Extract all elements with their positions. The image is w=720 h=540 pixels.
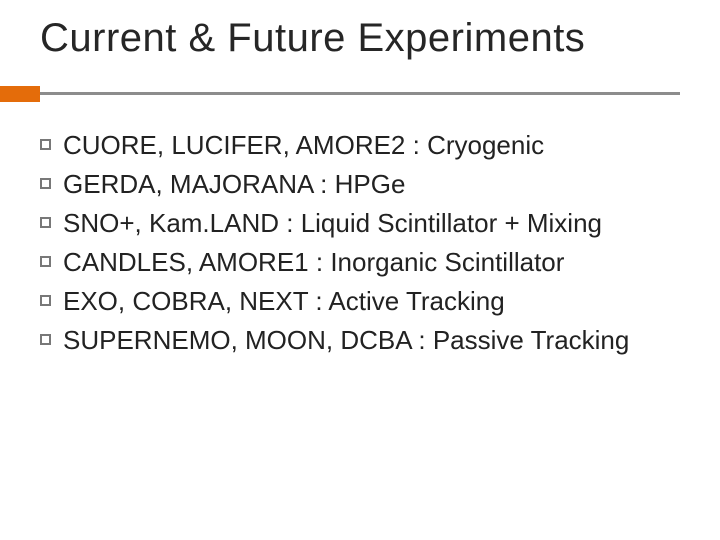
slide-title: Current & Future Experiments (40, 16, 585, 61)
bullet-icon (40, 256, 51, 267)
experiment-names: GERDA, MAJORANA (63, 169, 313, 199)
category-label: Active Tracking (328, 286, 504, 316)
bullet-text: SUPERNEMO, MOON, DCBA : Passive Tracking (63, 323, 629, 358)
list-item: CANDLES, AMORE1 : Inorganic Scintillator (40, 245, 680, 280)
separator: : (308, 286, 328, 316)
category-label: Inorganic Scintillator (330, 247, 564, 277)
bullet-icon (40, 178, 51, 189)
list-item: GERDA, MAJORANA : HPGe (40, 167, 680, 202)
category-label: Cryogenic (427, 130, 544, 160)
bullet-icon (40, 334, 51, 345)
bullet-text: GERDA, MAJORANA : HPGe (63, 167, 405, 202)
experiment-names: CUORE, LUCIFER, AMORE2 (63, 130, 405, 160)
experiment-names: CANDLES, AMORE1 (63, 247, 309, 277)
category-label: Passive Tracking (433, 325, 630, 355)
list-item: EXO, COBRA, NEXT : Active Tracking (40, 284, 680, 319)
bullet-text: SNO+, Kam.LAND : Liquid Scintillator + M… (63, 206, 602, 241)
separator: : (279, 208, 301, 238)
bullet-text: CANDLES, AMORE1 : Inorganic Scintillator (63, 245, 564, 280)
accent-bar (0, 86, 40, 102)
separator: : (313, 169, 335, 199)
bullet-icon (40, 139, 51, 150)
experiment-names: EXO, COBRA, NEXT (63, 286, 308, 316)
separator: : (411, 325, 433, 355)
slide: Current & Future Experiments CUORE, LUCI… (0, 0, 720, 540)
bullet-text: CUORE, LUCIFER, AMORE2 : Cryogenic (63, 128, 544, 163)
list-item: SUPERNEMO, MOON, DCBA : Passive Tracking (40, 323, 680, 358)
category-label: Liquid Scintillator + Mixing (301, 208, 602, 238)
experiment-names: SUPERNEMO, MOON, DCBA (63, 325, 411, 355)
bullet-icon (40, 217, 51, 228)
separator: : (405, 130, 427, 160)
list-item: CUORE, LUCIFER, AMORE2 : Cryogenic (40, 128, 680, 163)
bullet-list: CUORE, LUCIFER, AMORE2 : Cryogenic GERDA,… (40, 128, 680, 363)
list-item: SNO+, Kam.LAND : Liquid Scintillator + M… (40, 206, 680, 241)
bullet-text: EXO, COBRA, NEXT : Active Tracking (63, 284, 505, 319)
separator: : (309, 247, 331, 277)
experiment-names: SNO+, Kam.LAND (63, 208, 279, 238)
title-underline (40, 92, 680, 95)
category-label: HPGe (335, 169, 406, 199)
bullet-icon (40, 295, 51, 306)
